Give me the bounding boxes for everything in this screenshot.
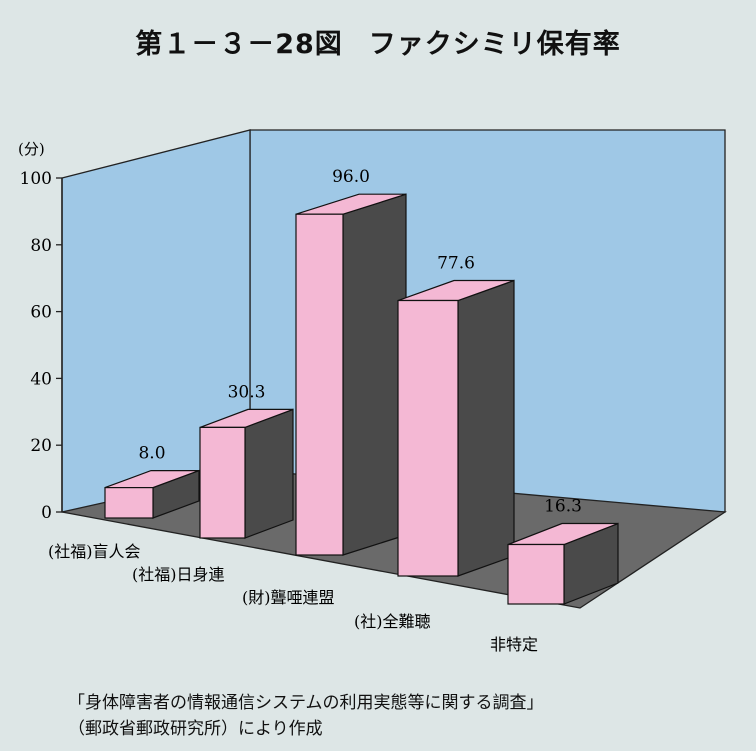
source-note-line1: 「身体障害者の情報通信システムの利用実態等に関する調査」	[68, 693, 544, 713]
bar-value-label: 77.6	[437, 254, 475, 274]
category-label: (社福)日身連	[132, 565, 225, 584]
bar-front-face	[507, 543, 565, 605]
bar-5	[507, 522, 619, 605]
bar-value-label: 96.0	[332, 167, 370, 187]
bar-front-face	[397, 299, 459, 577]
figure-title-text: ファクシミリ保有率	[368, 29, 621, 60]
y-tick-label: 0	[41, 503, 52, 523]
y-tick-label: 20	[30, 436, 52, 456]
y-tick-label: 60	[30, 303, 52, 323]
source-note-line2: （郵政省郵政研究所）により作成	[68, 719, 323, 739]
bar-value-label: 8.0	[138, 444, 165, 464]
bar-1	[104, 469, 200, 519]
bar-3	[295, 193, 407, 556]
bar-value-label: 30.3	[228, 382, 266, 402]
category-label: (財)聾唖連盟	[242, 588, 335, 607]
bar-front-face	[295, 213, 344, 556]
category-label: 非特定	[490, 635, 538, 654]
bar-2	[199, 408, 294, 539]
bar-front-face	[104, 487, 154, 519]
category-label: (社)全難聴	[354, 612, 431, 631]
y-tick-label: 80	[30, 236, 52, 256]
bar-side-face	[342, 193, 407, 556]
bar-value-label: 16.3	[544, 497, 582, 517]
bar-4	[397, 279, 515, 577]
bar-front-face	[199, 426, 246, 539]
figure-title: 第１－３－28図 ファクシミリ保有率	[0, 22, 756, 61]
category-label: (社福)盲人会	[48, 542, 141, 561]
bar-side-face	[244, 408, 294, 539]
figure-number: 第１－３－28図	[135, 29, 343, 60]
bar-side-face	[457, 279, 515, 577]
y-tick-label: 100	[20, 169, 52, 189]
y-tick-label: 40	[30, 369, 52, 389]
y-axis-label: (分)	[18, 140, 45, 158]
